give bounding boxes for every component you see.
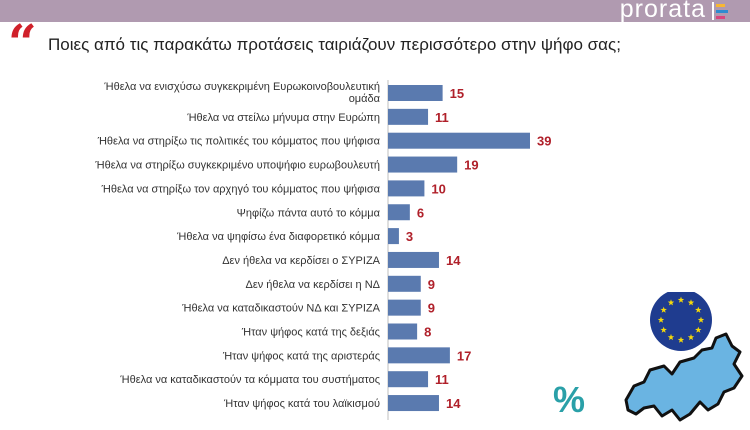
value-label-10: 9: [428, 301, 435, 316]
header-bar: [0, 0, 750, 22]
category-label-6: Ψηφίζω πάντα αυτό το κόμμα: [237, 207, 381, 219]
bar-10: [388, 299, 421, 316]
brand-logo-text: prorata: [619, 0, 706, 23]
eu-star-3: [695, 306, 702, 313]
bar-8: [388, 251, 439, 268]
brand-logo-stripe-3: [716, 16, 725, 19]
bar-7: [388, 228, 399, 245]
value-label-7: 3: [406, 229, 413, 244]
eu-flag-circle: [650, 292, 712, 351]
value-label-14: 14: [446, 396, 461, 411]
eu-star-10: [657, 316, 665, 323]
bar-9: [388, 275, 421, 292]
percent-icon: %: [553, 379, 586, 420]
eu-star-12: [667, 299, 675, 306]
eu-star-9: [660, 326, 667, 333]
eu-stars: [657, 296, 705, 343]
bar-6: [388, 204, 410, 221]
eu-star-2: [687, 299, 695, 306]
bar-14: [388, 395, 439, 412]
bar-2: [388, 108, 429, 125]
category-label-13: Ήθελα να καταδικαστούν τα κόμματα του συ…: [119, 374, 380, 386]
value-label-6: 6: [417, 205, 424, 220]
quote-mark-icon: “: [8, 13, 37, 72]
category-label-3: Ήθελα να στηρίξω τις πολιτικές του κόμμα…: [97, 136, 381, 148]
category-label-14: Ήταν ψήφος κατά του λαϊκισμού: [223, 398, 380, 410]
category-label-2: Ήθελα να στείλω μήνυμα στην Ευρώπη: [186, 112, 380, 124]
bars-group: 15 Ήθελα να ενισχύσω συγκεκριμένη Ευρωκοι…: [94, 81, 551, 412]
value-label-4: 19: [464, 158, 478, 173]
brand-logo-icon: [712, 2, 732, 20]
category-label-8: Δεν ήθελα να κερδίσει ο ΣΥΡΙΖΑ: [222, 255, 380, 267]
category-label-1-line-1: Ήθελα να ενισχύσω συγκεκριμένη Ευρωκοινο…: [103, 81, 380, 93]
eu-star-6: [687, 333, 695, 341]
bar-12: [388, 347, 450, 364]
eu-star-8: [667, 333, 675, 341]
value-label-11: 8: [424, 325, 431, 340]
chart-question: Ποιες από τις παρακάτω προτάσεις ταιριάζ…: [48, 35, 621, 54]
eu-star-11: [660, 306, 667, 313]
value-label-8: 14: [446, 253, 461, 268]
brand-logo-stripe-2: [716, 10, 728, 13]
category-label-12: Ήταν ψήφος κατά της αριστεράς: [222, 350, 380, 362]
bar-11: [388, 323, 418, 340]
value-label-9: 9: [428, 277, 435, 292]
europe-map-shape: [624, 332, 744, 422]
brand-logo-stripe-1: [716, 4, 725, 7]
value-label-12: 17: [457, 348, 471, 363]
value-label-2: 11: [435, 110, 449, 125]
eu-star-5: [695, 326, 702, 333]
bar-4: [388, 156, 458, 173]
category-label-1-line-2: ομάδα: [349, 93, 381, 105]
eu-flag-europe-map-icon: [624, 292, 744, 422]
value-label-3: 39: [537, 134, 551, 149]
category-label-11: Ήταν ψήφος κατά της δεξιάς: [241, 327, 380, 339]
category-label-10: Ήθελα να καταδικαστούν ΝΔ και ΣΥΡΙΖΑ: [181, 303, 380, 315]
bar-1: [388, 85, 443, 101]
eu-star-7: [677, 336, 685, 343]
category-label-7: Ήθελα να ψηφίσω ένα διαφορετικό κόμμα: [176, 231, 381, 243]
category-label-5: Ήθελα να στηρίξω τον αρχηγό του κόμματος…: [101, 183, 381, 195]
value-label-13: 11: [435, 372, 449, 387]
bar-5: [388, 180, 425, 197]
category-label-9: Δεν ήθελα να κερδίσει η ΝΔ: [246, 279, 381, 291]
category-label-4: Ήθελα να στηρίξω συγκεκριμένο υποψήφιο ε…: [94, 160, 380, 172]
bar-13: [388, 371, 429, 388]
bar-3: [388, 132, 530, 149]
eu-star-4: [697, 316, 705, 323]
value-label-1: 15: [450, 86, 464, 101]
eu-star-1: [677, 296, 685, 303]
value-label-5: 10: [431, 181, 445, 196]
